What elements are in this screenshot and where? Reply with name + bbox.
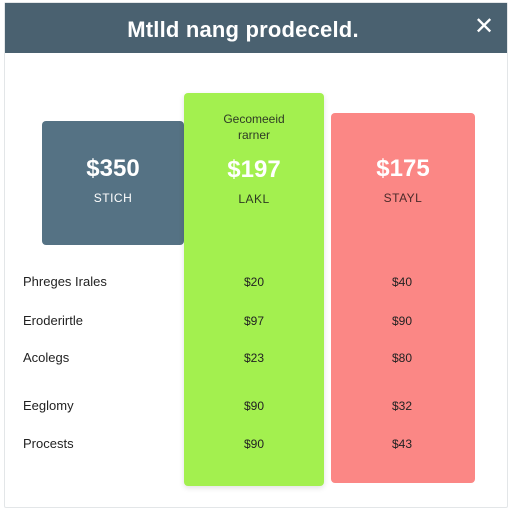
plan-name: STICH	[93, 191, 133, 205]
plan-card-stich[interactable]: $350 STICH	[42, 121, 184, 245]
feature-value-stayl: $80	[391, 351, 413, 365]
feature-value-lakl: $90	[243, 399, 265, 413]
feature-value-lakl: $97	[243, 314, 265, 328]
plan-price: $175	[376, 155, 430, 182]
feature-label: Eeglomy	[23, 398, 74, 413]
recommended-badge: Gecomeeid rarner	[184, 111, 324, 143]
feature-label: Phreges Irales	[23, 274, 107, 289]
feature-value-lakl: $20	[243, 275, 265, 289]
plan-card-stayl[interactable]: $175 STAYL	[331, 113, 475, 483]
dialog-title: Mtlld nang prodeceld.	[127, 17, 359, 42]
feature-value-lakl: $90	[243, 437, 265, 451]
feature-value-lakl: $23	[243, 351, 265, 365]
badge-line-2: rarner	[237, 128, 270, 142]
feature-value-stayl: $90	[391, 314, 413, 328]
close-icon[interactable]: ✕	[473, 13, 495, 40]
plan-price: $197	[227, 156, 281, 183]
badge-line-1: Gecomeeid	[223, 112, 285, 126]
dialog-header: Mtlld nang prodeceld. ✕	[5, 3, 507, 53]
plan-name: STAYL	[383, 191, 423, 205]
plan-card-lakl[interactable]: Gecomeeid rarner $197 LAKL	[184, 93, 324, 486]
feature-label: Procests	[23, 436, 74, 451]
plan-name: LAKL	[238, 192, 270, 206]
feature-label: Eroderirtle	[23, 313, 83, 328]
feature-value-stayl: $32	[391, 399, 413, 413]
plan-price: $350	[86, 155, 140, 182]
feature-value-stayl: $40	[391, 275, 413, 289]
feature-value-stayl: $43	[391, 437, 413, 451]
feature-label: Acolegs	[23, 350, 70, 365]
